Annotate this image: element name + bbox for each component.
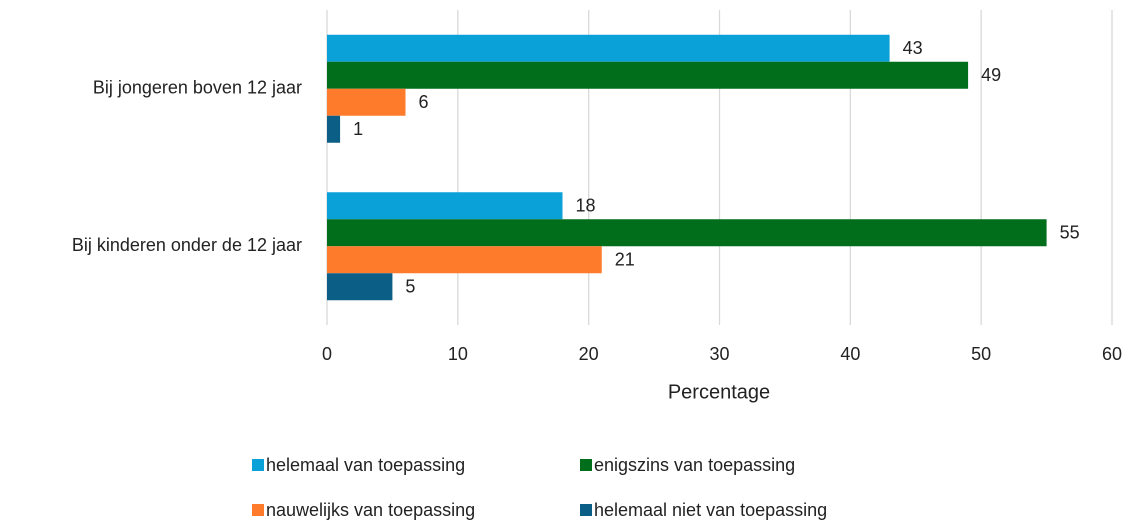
legend-label: helemaal niet van toepassing: [594, 500, 827, 520]
legend-label: nauwelijks van toepassing: [266, 500, 475, 520]
bar: [327, 34, 890, 62]
data-label: 6: [419, 92, 429, 112]
legend-swatch: [252, 459, 264, 471]
legend-swatch: [580, 504, 592, 516]
x-tick-label: 50: [971, 344, 991, 364]
x-tick-label: 60: [1102, 344, 1122, 364]
bar: [327, 88, 406, 116]
x-tick-label: 0: [322, 344, 332, 364]
data-label: 21: [615, 250, 635, 270]
data-label: 43: [903, 38, 923, 58]
bar: [327, 192, 563, 220]
data-label: 1: [353, 119, 363, 139]
bar: [327, 61, 969, 89]
bar: [327, 219, 1047, 247]
bar: [327, 115, 341, 143]
data-label: 5: [405, 277, 415, 297]
x-tick-label: 10: [448, 344, 468, 364]
bar: [327, 273, 393, 301]
data-label: 55: [1060, 223, 1080, 243]
x-tick-label: 20: [579, 344, 599, 364]
bar: [327, 246, 602, 274]
y-tick-label: Bij jongeren boven 12 jaar: [93, 78, 302, 98]
legend-label: helemaal van toepassing: [266, 455, 465, 475]
legend-swatch: [580, 459, 592, 471]
data-label: 49: [981, 65, 1001, 85]
legend-label: enigszins van toepassing: [594, 455, 795, 475]
x-tick-label: 40: [840, 344, 860, 364]
legend-swatch: [252, 504, 264, 516]
y-tick-label: Bij kinderen onder de 12 jaar: [72, 235, 302, 255]
x-tick-label: 30: [709, 344, 729, 364]
data-label: 18: [576, 196, 596, 216]
x-axis-label: Percentage: [668, 381, 770, 403]
